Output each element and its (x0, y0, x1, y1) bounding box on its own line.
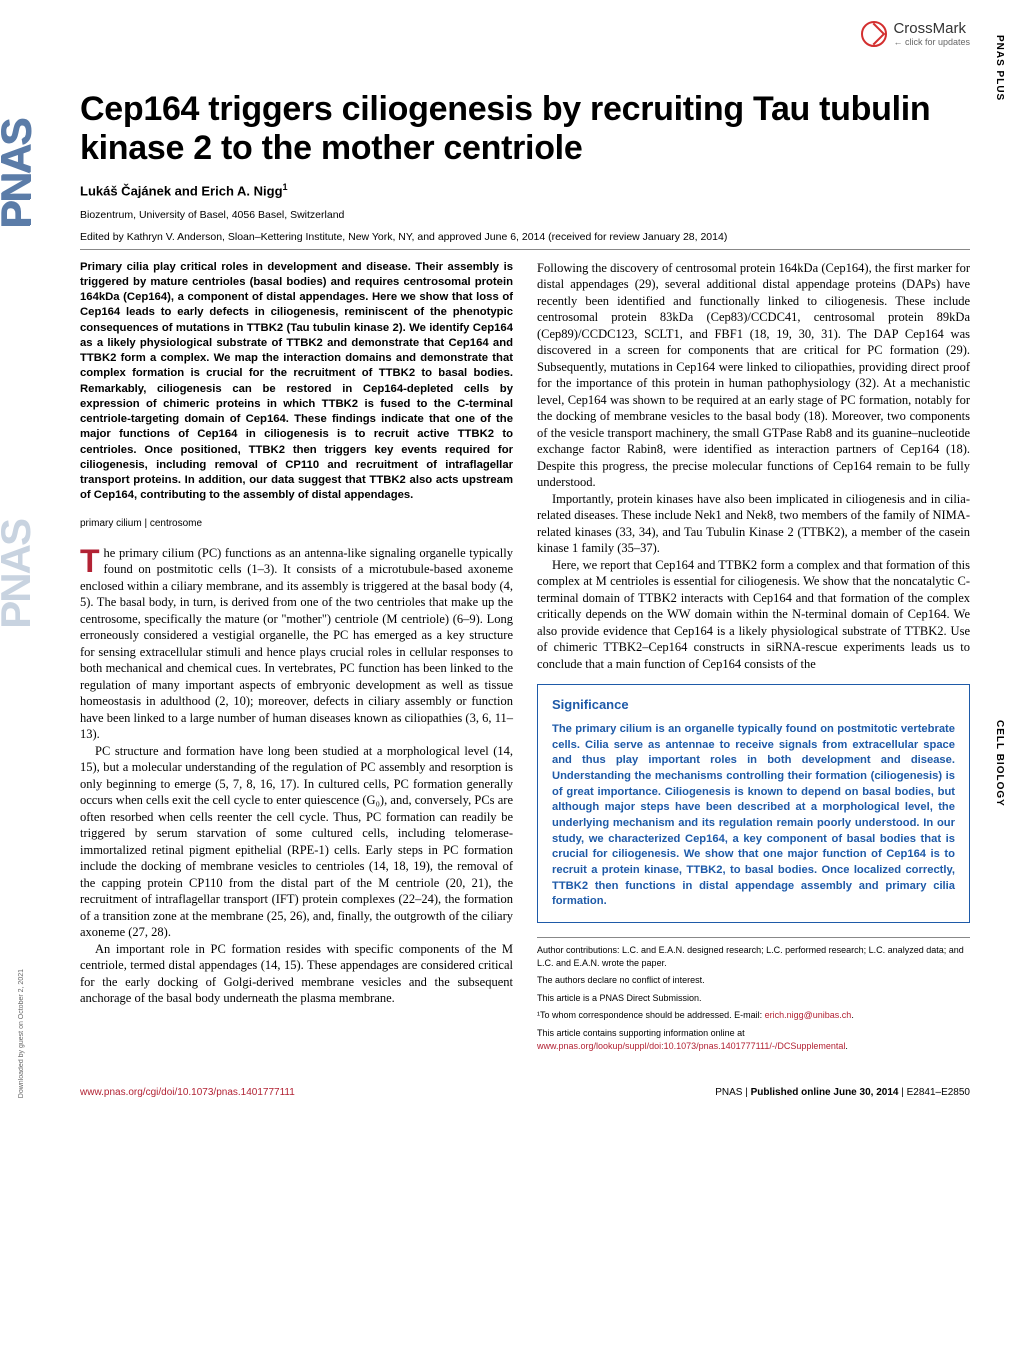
keywords: primary cilium | centrosome (80, 518, 513, 529)
footer-notes: Author contributions: L.C. and E.A.N. de… (537, 937, 970, 1052)
doi-link[interactable]: www.pnas.org/cgi/doi/10.1073/pnas.140177… (80, 1087, 295, 1098)
side-label-cell-biology: CELL BIOLOGY (994, 720, 1005, 807)
crossmark-sublabel: ← click for updates (893, 37, 970, 47)
crossmark-label: CrossMark (893, 20, 970, 37)
right-column: Following the discovery of centrosomal p… (537, 260, 970, 1058)
pnas-logo-text: PNAS (0, 120, 40, 229)
page-footer: www.pnas.org/cgi/doi/10.1073/pnas.140177… (80, 1081, 970, 1098)
body-paragraph: The primary cilium (PC) functions as an … (80, 545, 513, 743)
body-p2r: Importantly, protein kinases have also b… (537, 491, 970, 557)
download-note: Downloaded by guest on October 2, 2021 (18, 969, 25, 1098)
body-p3: An important role in PC formation reside… (80, 941, 513, 1007)
author-sup: 1 (283, 182, 288, 192)
supporting-info-link[interactable]: www.pnas.org/lookup/suppl/doi:10.1073/pn… (537, 1041, 845, 1051)
affiliation: Biozentrum, University of Basel, 4056 Ba… (80, 209, 970, 221)
left-body-text: The primary cilium (PC) functions as an … (80, 545, 513, 1007)
edited-by: Edited by Kathryn V. Anderson, Sloan–Ket… (80, 231, 970, 250)
abstract: Primary cilia play critical roles in dev… (80, 260, 513, 504)
direct-submission: This article is a PNAS Direct Submission… (537, 992, 970, 1005)
crossmark-badge[interactable]: CrossMark ← click for updates (861, 20, 970, 47)
right-body-text: Following the discovery of centrosomal p… (537, 260, 970, 673)
significance-title: Significance (552, 697, 955, 712)
side-label-pnas-plus: PNAS PLUS (994, 35, 1005, 101)
body-p1r: Following the discovery of centrosomal p… (537, 260, 970, 491)
body-p3r: Here, we report that Cep164 and TTBK2 fo… (537, 557, 970, 673)
body-p1: he primary cilium (PC) functions as an a… (80, 546, 513, 742)
significance-box: Significance The primary cilium is an or… (537, 684, 970, 923)
significance-text: The primary cilium is an organelle typic… (552, 722, 955, 910)
author-names: Lukáš Čajánek and Erich A. Nigg (80, 184, 283, 199)
dropcap: T (80, 545, 104, 575)
author-contributions: Author contributions: L.C. and E.A.N. de… (537, 944, 970, 969)
conflict-statement: The authors declare no conflict of inter… (537, 974, 970, 987)
body-p2: PC structure and formation have long bee… (80, 743, 513, 941)
supporting-info: This article contains supporting informa… (537, 1027, 970, 1052)
two-column-layout: Primary cilia play critical roles in dev… (80, 260, 970, 1058)
correspondence: ¹To whom correspondence should be addres… (537, 1009, 970, 1022)
correspondence-email[interactable]: erich.nigg@unibas.ch (765, 1010, 852, 1020)
page-footer-right: PNAS | Published online June 30, 2014 | … (715, 1087, 970, 1098)
left-column: Primary cilia play critical roles in dev… (80, 260, 513, 1058)
article-title: Cep164 triggers ciliogenesis by recruiti… (80, 90, 970, 168)
pnas-logo-shadow: PNAS (0, 520, 40, 629)
crossmark-icon (861, 21, 887, 47)
authors: Lukáš Čajánek and Erich A. Nigg1 (80, 182, 970, 198)
